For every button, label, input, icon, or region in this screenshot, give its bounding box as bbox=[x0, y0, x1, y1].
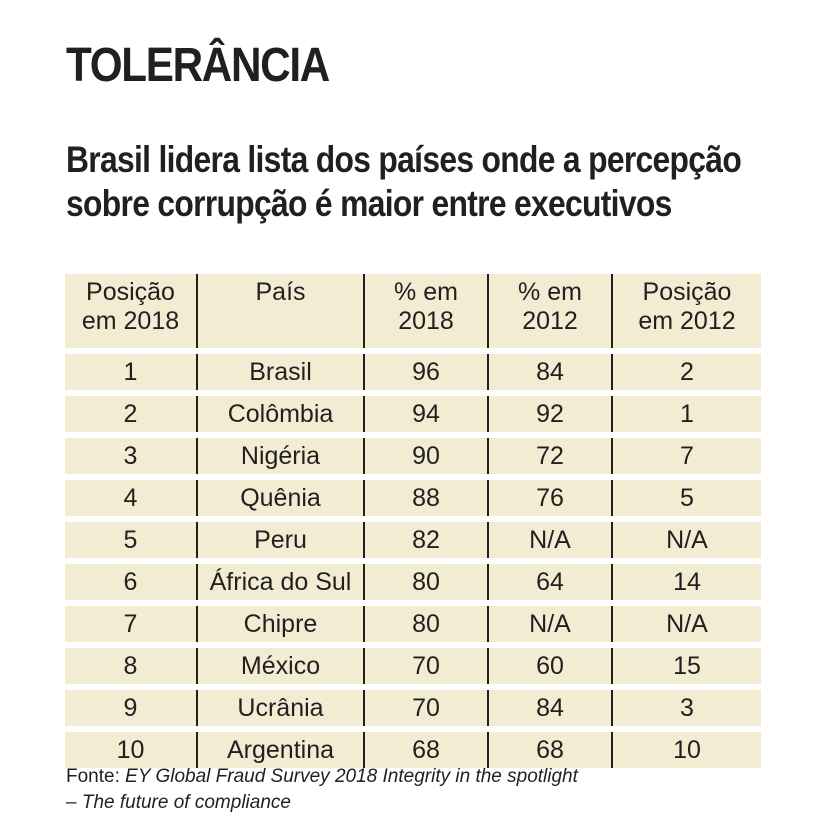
column-header: % em 2018 bbox=[363, 274, 487, 348]
column-header: Posição em 2018 bbox=[65, 274, 196, 348]
table-cell: 92 bbox=[487, 396, 611, 432]
source-text-2: – The future of compliance bbox=[66, 792, 291, 813]
table-cell: Ucrânia bbox=[196, 690, 363, 726]
column-header: % em 2012 bbox=[487, 274, 611, 348]
table-cell: 14 bbox=[611, 564, 761, 600]
table-cell: 8 bbox=[65, 648, 196, 684]
table-row: 5 Peru 82 N/A N/A bbox=[65, 522, 761, 558]
table-cell: 72 bbox=[487, 438, 611, 474]
headline: Brasil lidera lista dos países onde a pe… bbox=[66, 139, 742, 224]
table-cell: 68 bbox=[363, 732, 487, 768]
table-cell: 60 bbox=[487, 648, 611, 684]
column-header-line: em 2012 bbox=[638, 307, 736, 335]
column-header-line: em 2018 bbox=[81, 307, 180, 335]
table-cell: N/A bbox=[487, 522, 611, 558]
table-cell: 9 bbox=[65, 690, 196, 726]
kicker-title: TOLERÂNCIA bbox=[66, 39, 330, 92]
table-cell: 2 bbox=[611, 354, 761, 390]
source-label: Fonte: bbox=[66, 766, 126, 787]
ranking-table: Posição em 2018 País% em 2018% em 2012 Posiçã… bbox=[65, 268, 761, 774]
column-header: País bbox=[196, 274, 363, 348]
table-cell: 1 bbox=[65, 354, 196, 390]
column-header-line: Posição bbox=[86, 278, 175, 306]
table-cell: 88 bbox=[363, 480, 487, 516]
column-header-line: 2012 bbox=[522, 307, 578, 335]
table-cell: México bbox=[196, 648, 363, 684]
table-cell: 82 bbox=[363, 522, 487, 558]
table-cell: Argentina bbox=[196, 732, 363, 768]
table-row: 1 Brasil 96 84 2 bbox=[65, 354, 761, 390]
table-cell: 84 bbox=[487, 354, 611, 390]
table-cell: 10 bbox=[611, 732, 761, 768]
table-cell: 3 bbox=[65, 438, 196, 474]
table-cell: 76 bbox=[487, 480, 611, 516]
table-row: 3 Nigéria 90 72 7 bbox=[65, 438, 761, 474]
table-cell: 70 bbox=[363, 648, 487, 684]
table-cell: Quênia bbox=[196, 480, 363, 516]
table-row: 4 Quênia 88 76 5 bbox=[65, 480, 761, 516]
table-cell: 7 bbox=[65, 606, 196, 642]
table-row: 2 Colômbia 94 92 1 bbox=[65, 396, 761, 432]
table-cell: 3 bbox=[611, 690, 761, 726]
table-cell: 5 bbox=[611, 480, 761, 516]
table-cell: Chipre bbox=[196, 606, 363, 642]
table-row: 8 México 70 60 15 bbox=[65, 648, 761, 684]
table-cell: 68 bbox=[487, 732, 611, 768]
table-cell: 94 bbox=[363, 396, 487, 432]
table-row: 10 Argentina 68 68 10 bbox=[65, 732, 761, 768]
column-header-line: % em bbox=[518, 278, 582, 306]
table-cell: 90 bbox=[363, 438, 487, 474]
column-header-line: Posição bbox=[642, 278, 732, 306]
table-row: 7 Chipre 80 N/A N/A bbox=[65, 606, 761, 642]
table-cell: N/A bbox=[611, 522, 761, 558]
column-header-line: País bbox=[255, 278, 306, 306]
table-cell: 4 bbox=[65, 480, 196, 516]
table-cell: 80 bbox=[363, 564, 487, 600]
table-cell: 5 bbox=[65, 522, 196, 558]
table-cell: 1 bbox=[611, 396, 761, 432]
column-header-line: % em bbox=[394, 278, 458, 306]
table-cell: 15 bbox=[611, 648, 761, 684]
table-cell: 2 bbox=[65, 396, 196, 432]
table-cell: 64 bbox=[487, 564, 611, 600]
column-header: Posição em 2012 bbox=[611, 274, 761, 348]
source-note: Fonte: EY Global Fraud Survey 2018 Integ… bbox=[66, 764, 578, 816]
table-cell: Nigéria bbox=[196, 438, 363, 474]
table-cell: 7 bbox=[611, 438, 761, 474]
table-row: 9 Ucrânia 70 84 3 bbox=[65, 690, 761, 726]
table-cell: Brasil bbox=[196, 354, 363, 390]
table-cell: 84 bbox=[487, 690, 611, 726]
column-header-line: 2018 bbox=[398, 307, 454, 335]
source-text: EY Global Fraud Survey 2018 Integrity in… bbox=[125, 766, 578, 787]
table-cell: 96 bbox=[363, 354, 487, 390]
table-cell: Peru bbox=[196, 522, 363, 558]
table-cell: 6 bbox=[65, 564, 196, 600]
table-cell: Colômbia bbox=[196, 396, 363, 432]
table-cell: África do Sul bbox=[196, 564, 363, 600]
table-cell: 10 bbox=[65, 732, 196, 768]
table-cell: N/A bbox=[487, 606, 611, 642]
table-cell: 80 bbox=[363, 606, 487, 642]
table-row: 6 África do Sul 80 64 14 bbox=[65, 564, 761, 600]
table-cell: 70 bbox=[363, 690, 487, 726]
table-header-row: Posição em 2018 País% em 2018% em 2012 Posiçã… bbox=[65, 274, 761, 348]
table-cell: N/A bbox=[611, 606, 761, 642]
